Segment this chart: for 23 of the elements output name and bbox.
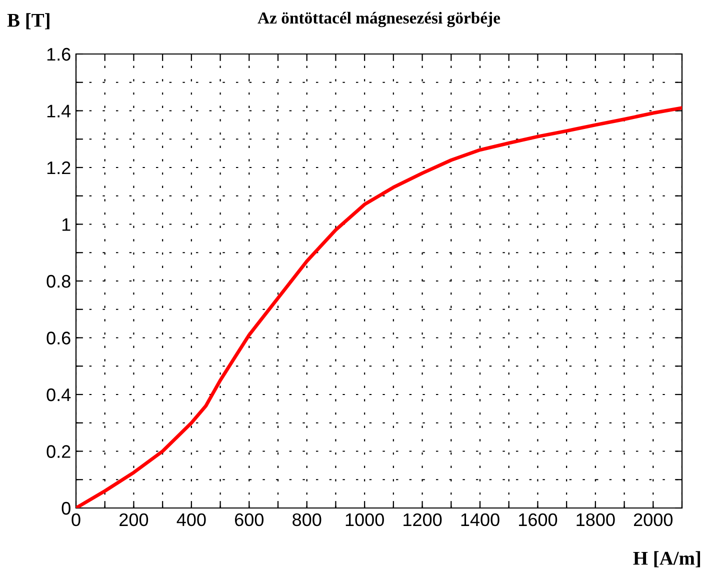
x-tick-label: 1800 (576, 513, 615, 526)
x-axis-title: H [A/m] (633, 551, 700, 568)
x-tick-label: 0 (72, 513, 80, 526)
x-tick-label: 1200 (404, 513, 442, 526)
y-tick-label: 0.8 (46, 274, 70, 288)
x-tick-label: 2000 (634, 513, 673, 526)
chart-title: Az öntöttacél mágnesezési görbéje (258, 12, 500, 28)
x-tick-label: 800 (292, 513, 322, 526)
y-axis-title: B [T] (7, 13, 50, 30)
x-tick-label: 1000 (346, 513, 384, 526)
x-tick-label: 200 (120, 513, 148, 526)
x-tick-label: 600 (235, 513, 264, 526)
y-tick-label: 1 (62, 218, 70, 231)
x-tick-label: 400 (176, 513, 206, 526)
y-tick-label: 0.6 (46, 332, 70, 344)
y-tick-label: 0.4 (46, 388, 71, 402)
y-tick-label: 0 (62, 502, 70, 515)
y-tick-label: 0.2 (46, 445, 70, 458)
y-tick-label: 1.4 (47, 104, 71, 118)
x-tick-label: 1600 (519, 513, 558, 526)
y-tick-label: 1.6 (47, 48, 70, 61)
x-tick-label: 1400 (461, 513, 500, 526)
y-tick-label: 1.2 (47, 161, 70, 174)
